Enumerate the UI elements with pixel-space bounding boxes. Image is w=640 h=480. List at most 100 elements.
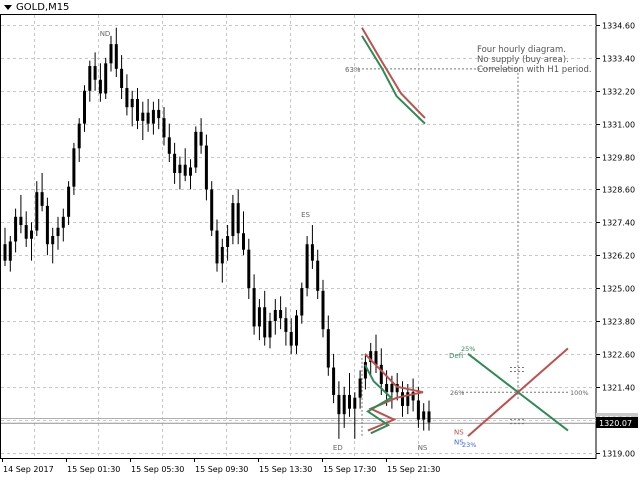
candle (67, 181, 71, 226)
candle (104, 57, 108, 99)
y-tick-label: 1328.60 (602, 186, 635, 195)
candle (146, 98, 150, 132)
candle (120, 55, 124, 99)
candle (35, 181, 39, 236)
candle-body (35, 192, 39, 231)
marker-label-ed: ED (333, 444, 343, 452)
candle-body (146, 112, 150, 124)
candle (210, 181, 214, 236)
candle (114, 27, 118, 78)
candle-body (83, 90, 86, 124)
diagram-annotation: Four hourly diagram. No supply (buy area… (477, 45, 592, 75)
candle-body (77, 123, 81, 149)
candle-body (390, 384, 394, 393)
candle-body (67, 186, 71, 217)
chart-title-bar[interactable]: GOLD,M15 (4, 2, 69, 13)
upper-diagram-pct-label: 63% (345, 66, 361, 74)
candle-body (8, 241, 12, 261)
candle (332, 353, 336, 404)
candle (236, 189, 240, 245)
candle-body (263, 307, 267, 338)
candle (305, 236, 309, 297)
candle-body (416, 400, 420, 420)
candle (358, 370, 362, 409)
candle-body (14, 216, 18, 242)
candle (289, 318, 293, 354)
cross-pct-mid-left: 26% (450, 389, 464, 397)
candle (231, 194, 235, 245)
x-tick-label: 15 Sep 13:30 (259, 465, 312, 474)
candle-body (395, 384, 399, 393)
upper-diagram-green-line (361, 35, 426, 125)
candle (189, 159, 192, 190)
candle (56, 216, 60, 250)
candle-body (316, 260, 320, 291)
candle-body (358, 378, 362, 398)
candle-body (24, 225, 28, 239)
candle (61, 208, 65, 242)
candle-body (342, 394, 346, 415)
cross-pct-bottom: 23% (462, 441, 476, 449)
y-tick-label: 1321.40 (602, 384, 635, 393)
candle (401, 381, 404, 417)
cross-pct-mid-right: 100% (570, 389, 589, 397)
x-tick-label: 15 Sep 05:30 (131, 465, 184, 474)
candle-body (300, 288, 304, 316)
candle-body (61, 216, 65, 228)
candle-body (247, 249, 251, 289)
annotation-line-2: No supply (buy area). (477, 55, 569, 65)
candle-body (162, 118, 166, 138)
candle-body (98, 79, 102, 94)
candle-body (120, 68, 124, 88)
y-tick-label: 1333.40 (602, 55, 635, 64)
cross-label-ns-red: NS (454, 429, 464, 437)
candle-body (406, 392, 410, 406)
candle (157, 98, 161, 130)
candle-body (215, 230, 219, 264)
candle (167, 123, 171, 162)
candle-body (279, 310, 283, 319)
candle (422, 403, 426, 431)
upper-diagram-red-line (361, 27, 426, 119)
candle-body (178, 164, 182, 173)
candle (194, 126, 198, 173)
candle-body (72, 148, 76, 187)
candle-body (289, 331, 293, 346)
candle-body (310, 244, 314, 261)
candle-body (427, 411, 431, 423)
candle (348, 373, 351, 417)
y-tick-label: 1334.60 (602, 22, 635, 31)
candle-body (199, 131, 203, 146)
candle-body (226, 236, 230, 247)
candle (40, 172, 44, 212)
marker-label-es: ES (301, 211, 310, 219)
candle (19, 194, 23, 234)
candle (279, 296, 283, 330)
candle-body (422, 411, 426, 420)
candle (263, 290, 267, 346)
candle-body (114, 44, 118, 69)
candle-body (305, 244, 309, 289)
candle-body (321, 290, 325, 330)
candle (51, 227, 55, 264)
y-tick-label: 1325.00 (602, 285, 635, 294)
candle-body (252, 288, 256, 327)
candle-body (220, 246, 224, 264)
dropdown-triangle-icon[interactable] (4, 5, 12, 10)
y-tick-label: 1332.20 (602, 88, 635, 97)
candle (45, 197, 49, 256)
candle (72, 142, 76, 195)
candle (24, 211, 28, 247)
candle (427, 400, 431, 431)
candle (130, 90, 134, 127)
candle-body (295, 315, 298, 346)
candle (88, 60, 92, 102)
annotation-line-1: Four hourly diagram. (477, 45, 566, 55)
candle-body (374, 351, 378, 365)
candle-body (40, 192, 44, 206)
candle-body (93, 66, 97, 80)
candle-body (348, 394, 351, 409)
candle-body (268, 320, 272, 338)
candle-body (363, 362, 367, 379)
